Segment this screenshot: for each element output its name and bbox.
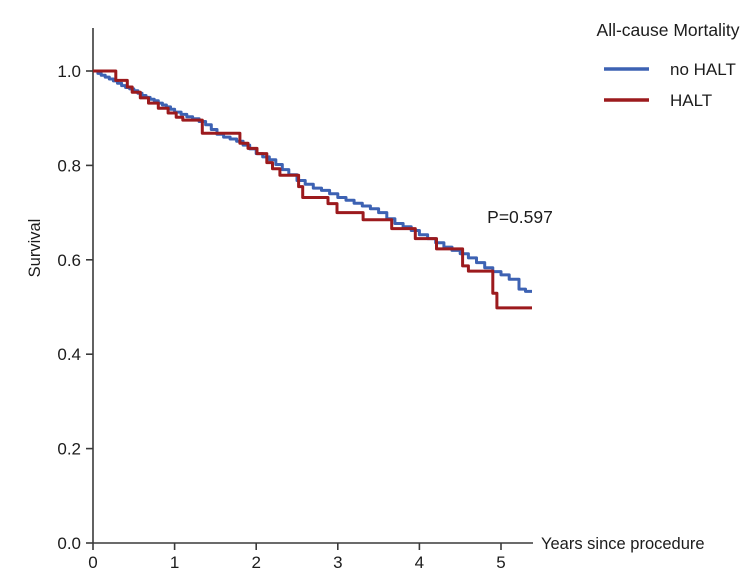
series-curves bbox=[93, 69, 532, 310]
x-tick-label: 4 bbox=[415, 553, 424, 572]
y-axis-title: Survival bbox=[26, 219, 44, 278]
y-tick-label: 0.0 bbox=[57, 534, 81, 553]
legend-label-no-halt: no HALT bbox=[670, 60, 736, 79]
y-tick-label: 0.2 bbox=[57, 440, 81, 459]
y-tick-label: 0.8 bbox=[57, 156, 81, 175]
x-tick-label: 1 bbox=[170, 553, 179, 572]
x-axis-title: Years since procedure bbox=[541, 535, 705, 553]
x-tick-label: 5 bbox=[496, 553, 505, 572]
legend-title: All-cause Mortality bbox=[597, 20, 740, 40]
survival-curve-halt bbox=[93, 69, 532, 310]
y-tick-label: 0.4 bbox=[57, 345, 81, 364]
x-tick-label: 2 bbox=[251, 553, 260, 572]
axes: 0 1 2 3 4 5 0.0 0.2 0.4 0.6 0.8 1.0 bbox=[57, 28, 533, 572]
x-tick-label: 0 bbox=[88, 553, 97, 572]
x-tick-label: 3 bbox=[333, 553, 342, 572]
legend-label-halt: HALT bbox=[670, 91, 712, 110]
p-value-annotation: P=0.597 bbox=[487, 207, 553, 227]
y-tick-label: 0.6 bbox=[57, 251, 81, 270]
legend: no HALT HALT bbox=[604, 60, 736, 110]
y-tick-label: 1.0 bbox=[57, 62, 81, 81]
